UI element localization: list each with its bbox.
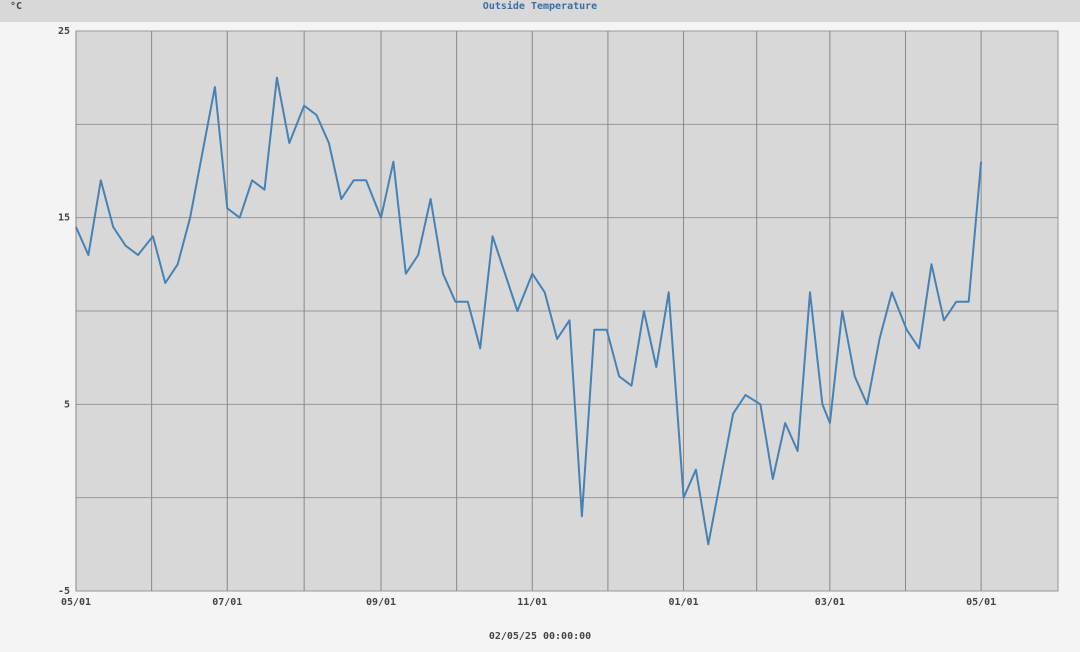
x-tick-label: 01/01 xyxy=(668,597,698,608)
y-tick-label: 15 xyxy=(58,213,70,224)
header-bar xyxy=(0,0,1080,22)
chart-title: Outside Temperature xyxy=(483,0,597,12)
x-tick-label: 07/01 xyxy=(212,597,242,608)
x-tick-label: 05/01 xyxy=(61,597,91,608)
x-tick-label: 05/01 xyxy=(966,597,996,608)
y-tick-label: -5 xyxy=(58,586,70,597)
x-tick-label: 03/01 xyxy=(815,597,845,608)
y-tick-label: 5 xyxy=(64,399,70,410)
x-tick-label: 11/01 xyxy=(517,597,547,608)
y-tick-label: 25 xyxy=(58,26,70,37)
data-line xyxy=(75,76,983,546)
footer-timestamp: 02/05/25 00:00:00 xyxy=(489,631,591,642)
x-tick-label: 09/01 xyxy=(366,597,396,608)
unit-label: °C xyxy=(10,1,22,12)
